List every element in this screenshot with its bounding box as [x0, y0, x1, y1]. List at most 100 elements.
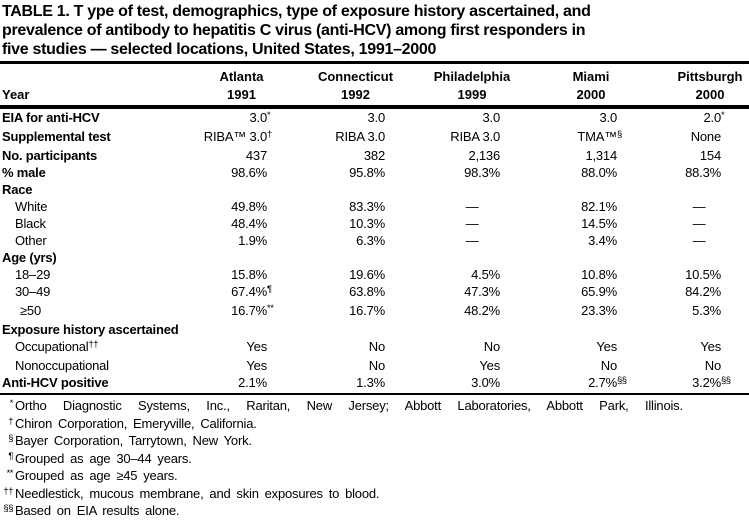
divider-above-footnotes — [0, 392, 749, 395]
cell-value: 3.0* — [249, 109, 271, 125]
cell-value: 88.0% — [581, 164, 617, 180]
cell-value — [531, 181, 651, 198]
cell-value: 88.3% — [685, 164, 721, 180]
column-year: 2000 — [576, 87, 606, 102]
row-label: Black — [15, 215, 46, 231]
cell-no-data: — — [465, 232, 479, 248]
table-row: Exposure history ascertained — [2, 321, 747, 338]
cell-value — [531, 321, 651, 338]
row-label: Exposure history ascertained — [2, 321, 179, 337]
table-row: ≥50 16.7%** 16.7% 48.2% 23.3% 5.3% — [2, 302, 747, 321]
footnote: ¶ Grouped as age 30–44 years. — [2, 450, 747, 468]
column-year: 2000 — [695, 87, 725, 102]
column-year: 1991 — [227, 87, 256, 102]
cell-value: 3.2%§§ — [692, 374, 731, 390]
column-location: Pittsburgh — [677, 69, 743, 84]
cell-value: 16.7%** — [231, 302, 274, 318]
column-header-philadelphia: Philadelphia 1999 — [413, 69, 531, 102]
row-label: White — [15, 198, 48, 214]
column-year: 1992 — [341, 87, 370, 102]
footnotes-section: * Ortho Diagnostic Systems, Inc., Raritan… — [2, 397, 747, 520]
cell-value: 3.0 — [482, 109, 501, 125]
cell-no-data: — — [692, 215, 706, 231]
row-label: ≥50 — [20, 302, 41, 318]
cell-value: 3.0% — [471, 374, 500, 390]
footnote-text: Based on EIA results alone. — [15, 503, 180, 518]
footnote-marker: †† — [3, 485, 13, 497]
row-label: % male — [2, 164, 46, 180]
cell-no-data: — — [692, 232, 706, 248]
cell-value: 23.3% — [581, 302, 617, 318]
cell-value: 6.3% — [356, 232, 385, 248]
table-title: TABLE 1. T ype of test, demographics, ty… — [2, 2, 747, 59]
footnote: ** Grouped as age ≥45 years. — [2, 467, 747, 485]
table-title-line: prevalence of antibody to hepatitis C vi… — [2, 22, 586, 39]
cell-value: 1.9% — [238, 232, 267, 248]
row-label: Anti-HCV positive — [2, 374, 109, 390]
row-label: 30–49 — [15, 283, 51, 299]
cell-value: No — [483, 338, 500, 354]
cell-value — [413, 181, 531, 198]
row-label: Age (yrs) — [2, 249, 57, 265]
column-header-atlanta: Atlanta 1991 — [185, 69, 298, 102]
footnote-marker: † — [8, 415, 13, 427]
cell-no-data: — — [692, 198, 706, 214]
row-label: Occupational†† — [15, 338, 99, 354]
cell-value: 83.3% — [349, 198, 385, 214]
footnote: §§ Based on EIA results alone. — [2, 502, 747, 520]
cell-value: No — [600, 357, 617, 373]
cell-value — [185, 249, 298, 266]
divider-under-header — [0, 105, 749, 109]
divider-under-title — [0, 61, 749, 64]
footnote-text: Grouped as age ≥45 years. — [15, 468, 178, 483]
column-header-miami: Miami 2000 — [531, 69, 651, 102]
cell-value — [298, 321, 413, 338]
cell-value: 1,314 — [585, 147, 617, 163]
cell-value: 382 — [363, 147, 385, 163]
cell-value: 154 — [699, 147, 721, 163]
cell-value: No — [368, 357, 385, 373]
cell-value: 10.3% — [349, 215, 385, 231]
header-row: Year Atlanta 1991 Connecticut 1992 Philadelp… — [2, 64, 747, 105]
cell-value: Yes — [246, 338, 267, 354]
row-label: Nonoccupational — [15, 357, 109, 373]
footnote: § Bayer Corporation, Tarrytown, New York. — [2, 432, 747, 450]
footnote: * Ortho Diagnostic Systems, Inc., Raritan… — [2, 397, 747, 415]
cell-value: 3.4% — [588, 232, 617, 248]
cell-value: 48.4% — [231, 215, 267, 231]
row-header-label: Year — [2, 87, 30, 102]
table-row: Anti-HCV positive 2.1% 1.3% 3.0% 2.7%§§ 3.2%§… — [2, 374, 747, 393]
cell-value: 19.6% — [349, 266, 385, 282]
cell-value: 4.5% — [471, 266, 500, 282]
cell-value: 67.4%¶ — [231, 283, 272, 299]
table-row: % male 98.6% 95.8% 98.3% 88.0% 88.3% — [2, 164, 747, 181]
footnote-marker: §§ — [3, 503, 13, 514]
cell-value: 15.8% — [231, 266, 267, 282]
table-row: Race — [2, 181, 747, 198]
footnote-text: Chiron Corporation, Emeryville, Californ… — [15, 415, 257, 431]
cell-value: 63.8% — [349, 283, 385, 299]
footnote-text: Bayer Corporation, Tarrytown, New York. — [15, 433, 252, 448]
column-header-connecticut: Connecticut 1992 — [298, 69, 413, 102]
cell-value: Yes — [479, 357, 500, 373]
cell-no-data: — — [465, 215, 479, 231]
cell-value: 10.5% — [685, 266, 721, 282]
cell-value: 65.9% — [581, 283, 617, 299]
cell-value — [651, 249, 747, 266]
cell-value: Yes — [246, 357, 267, 373]
cell-value — [413, 321, 531, 338]
cell-value — [298, 181, 413, 198]
row-label: Supplemental test — [2, 128, 111, 144]
table-title-line: five studies — selected locations, Unite… — [2, 41, 437, 58]
table-row: Occupational†† Yes No No Yes Yes — [2, 338, 747, 357]
column-location: Miami — [572, 69, 610, 84]
cell-value — [651, 321, 747, 338]
footnote-text: Grouped as age 30–44 years. — [15, 450, 192, 466]
cell-value: 1.3% — [356, 374, 385, 390]
footnote-text: Ortho Diagnostic Systems, Inc., Raritan,… — [15, 398, 683, 413]
cell-value: 47.3% — [464, 283, 500, 299]
cell-value: RIBA 3.0 — [450, 128, 500, 144]
row-label: No. participants — [2, 147, 98, 163]
table-row: White 49.8% 83.3% — 82.1% — — [2, 198, 747, 215]
